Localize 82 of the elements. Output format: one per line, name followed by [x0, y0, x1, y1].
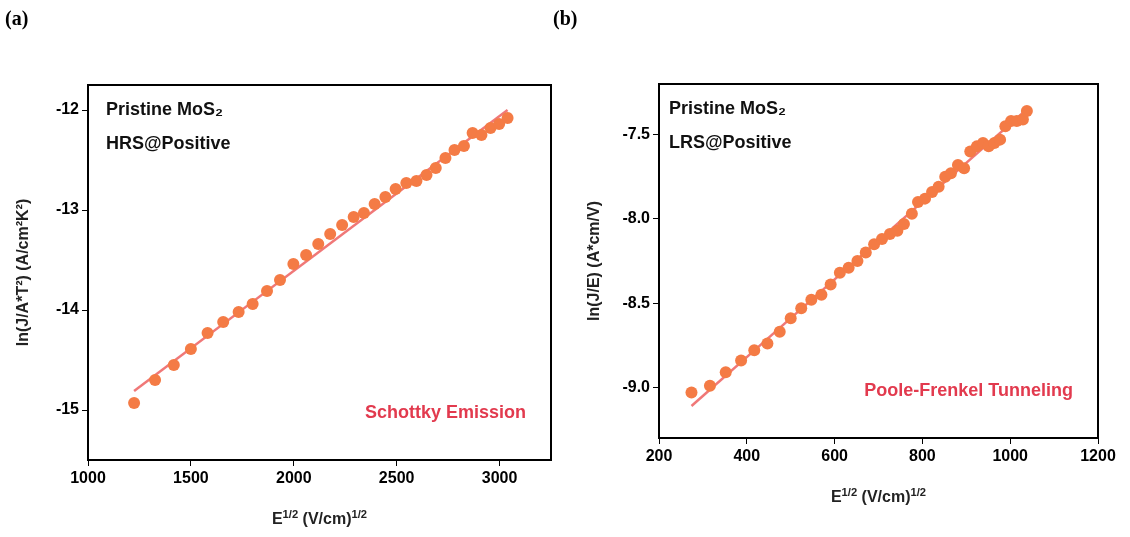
- annotation: Pristine MoS₂: [669, 98, 787, 118]
- x-tick-label: 600: [821, 447, 849, 465]
- point: [958, 162, 971, 175]
- point: [167, 359, 180, 371]
- point: [805, 293, 818, 306]
- chart-title: (b): [553, 7, 578, 31]
- x-tick-label: 1500: [173, 469, 209, 487]
- y-axis-title: ln(J/E) (A*cm/V): [585, 200, 602, 322]
- point: [842, 261, 855, 274]
- chart-title: (a): [5, 7, 29, 31]
- point: [324, 228, 337, 240]
- y-tick-label: -15: [55, 400, 80, 418]
- y-tick-label: -12: [55, 100, 80, 118]
- point: [439, 152, 452, 164]
- point: [824, 278, 837, 291]
- point: [833, 266, 846, 279]
- point: [859, 246, 872, 259]
- point: [994, 133, 1007, 146]
- point: [1020, 104, 1033, 117]
- point: [457, 140, 470, 152]
- annotation: Pristine MoS₂: [106, 99, 224, 119]
- x-tick-label: 1000: [992, 447, 1029, 465]
- point: [201, 327, 214, 339]
- annotation: LRS@Positive: [669, 132, 792, 152]
- point: [420, 169, 433, 181]
- point: [851, 255, 864, 267]
- annotation: Schottky Emission: [364, 402, 526, 422]
- point: [149, 374, 162, 386]
- x-tick-label: 3000: [481, 469, 518, 487]
- x-tick-label: 400: [733, 447, 761, 465]
- point: [128, 397, 141, 409]
- point: [184, 343, 197, 355]
- point: [273, 274, 286, 286]
- point: [379, 191, 392, 203]
- point: [944, 167, 957, 180]
- point: [347, 211, 360, 223]
- x-tick-label: 1000: [70, 469, 106, 487]
- y-axis-title: ln(J/A*T²) (A/cm²K²): [14, 198, 31, 347]
- point: [232, 306, 245, 318]
- x-tick-label: 1200: [1080, 447, 1116, 465]
- point: [246, 298, 259, 310]
- point: [475, 129, 488, 141]
- point: [932, 180, 945, 193]
- point: [735, 354, 748, 367]
- point: [493, 118, 506, 130]
- x-tick-label: 800: [909, 447, 936, 465]
- y-tick-label: -14: [55, 300, 80, 318]
- point: [703, 379, 716, 392]
- point: [357, 207, 370, 219]
- point: [761, 337, 774, 350]
- point: [748, 344, 761, 357]
- point: [389, 183, 402, 195]
- point: [410, 175, 423, 187]
- point: [217, 316, 230, 328]
- point: [685, 386, 698, 399]
- y-tick-label: -13: [55, 200, 80, 218]
- point: [719, 366, 732, 379]
- y-tick-label: -8.5: [622, 293, 651, 311]
- point: [312, 238, 325, 250]
- point: [448, 144, 461, 156]
- x-tick-label: 2000: [275, 469, 312, 487]
- x-tick-label: 2500: [378, 469, 415, 487]
- point: [897, 217, 910, 230]
- point: [795, 302, 808, 315]
- annotation: HRS@Positive: [106, 133, 231, 153]
- point: [300, 249, 313, 261]
- y-tick-label: -7.5: [622, 124, 651, 142]
- point: [905, 207, 918, 220]
- point: [400, 177, 413, 189]
- point: [815, 288, 828, 301]
- point: [287, 258, 300, 270]
- annotation: Poole-Frenkel Tunneling: [864, 380, 1074, 400]
- y-tick-label: -9.0: [622, 377, 651, 395]
- point: [773, 325, 786, 338]
- x-tick-label: 200: [645, 447, 673, 465]
- point: [784, 312, 797, 325]
- point: [336, 219, 349, 231]
- point: [261, 285, 274, 297]
- point: [429, 162, 442, 174]
- point: [501, 112, 514, 124]
- point: [368, 198, 381, 210]
- y-tick-label: -8.0: [622, 209, 651, 227]
